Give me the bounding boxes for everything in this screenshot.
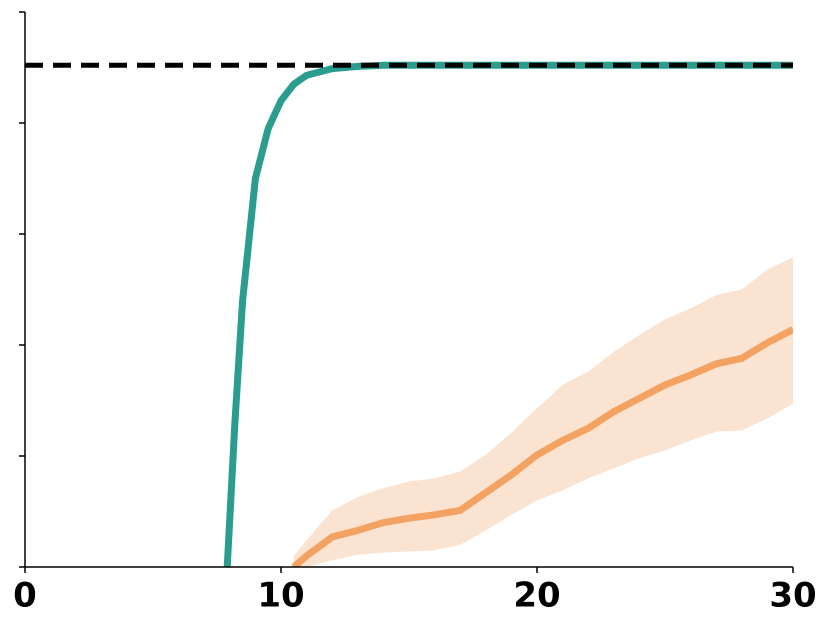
- band: [293, 257, 793, 567]
- line: [291, 326, 793, 567]
- x-tick-label: 0: [13, 576, 37, 616]
- x-tick-label: 30: [769, 576, 816, 616]
- x-tick-label: 10: [257, 576, 304, 616]
- x-tick-label: 20: [513, 576, 560, 616]
